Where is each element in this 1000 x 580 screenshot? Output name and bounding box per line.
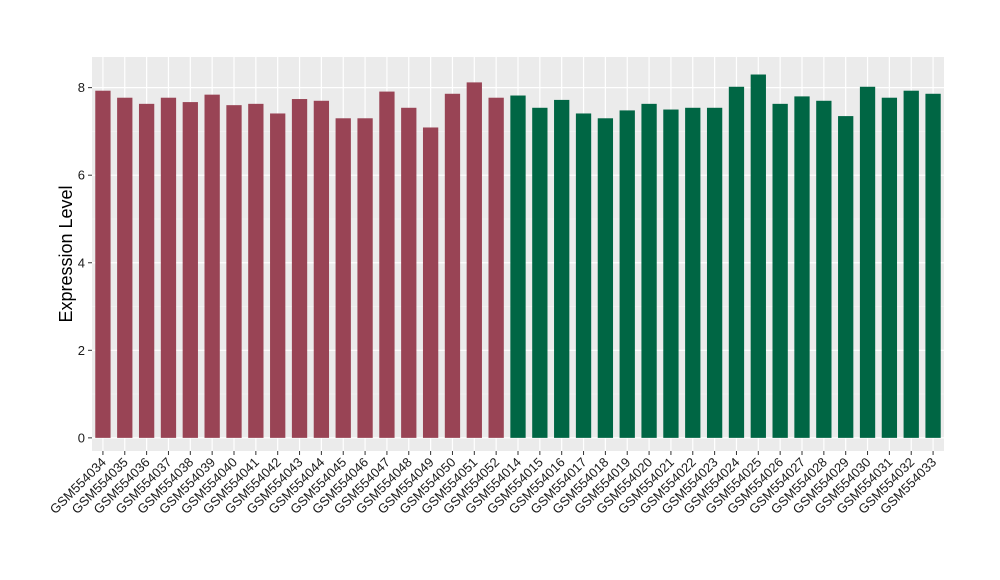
bar-GSM554014 (510, 95, 526, 438)
bar-GSM554027 (794, 96, 810, 438)
y-tick-label: 6 (78, 168, 85, 183)
bar-GSM554043 (291, 99, 308, 438)
bar-GSM554030 (859, 86, 876, 438)
bar-GSM554020 (641, 103, 657, 438)
bar-GSM554050 (444, 93, 461, 438)
bar-GSM554029 (838, 116, 854, 438)
bar-GSM554031 (881, 97, 898, 438)
bar-GSM554047 (379, 91, 395, 438)
bar-GSM554037 (160, 97, 177, 438)
y-tick-label: 8 (78, 80, 85, 95)
bar-GSM554024 (728, 86, 745, 438)
y-axis: 0 2 4 6 8 (78, 80, 92, 445)
y-tick-label: 4 (78, 255, 85, 270)
bar-GSM554048 (401, 107, 417, 438)
bar-GSM554026 (772, 103, 788, 438)
y-axis-title: Expression Level (56, 185, 76, 322)
bar-GSM554040 (226, 105, 242, 438)
bar-GSM554046 (357, 118, 373, 438)
bar-GSM554016 (554, 99, 570, 438)
bar-GSM554039 (204, 94, 220, 438)
bar-GSM554035 (117, 97, 133, 438)
bar-GSM554019 (619, 110, 635, 438)
bar-GSM554052 (488, 97, 504, 438)
bar-GSM554028 (816, 100, 832, 438)
bar-GSM554018 (597, 118, 614, 438)
y-tick-label: 2 (78, 343, 85, 358)
y-tick-label: 0 (78, 430, 85, 445)
bar-GSM554022 (685, 107, 701, 438)
bar-GSM554032 (903, 90, 919, 438)
bar-GSM554023 (706, 107, 723, 438)
bar-GSM554038 (182, 102, 198, 438)
x-axis: GSM554034GSM554035GSM554036GSM554037GSM5… (47, 451, 939, 517)
bar-GSM554025 (750, 74, 766, 438)
bar-GSM554015 (532, 107, 548, 438)
bar-GSM554034 (95, 90, 111, 438)
bar-GSM554021 (663, 109, 679, 438)
bar-GSM554033 (925, 93, 941, 438)
bar-GSM554044 (313, 100, 330, 438)
bar-GSM554041 (248, 103, 264, 438)
bar-GSM554049 (422, 127, 439, 438)
bar-GSM554051 (466, 82, 482, 438)
bar-GSM554045 (335, 118, 351, 438)
bar-GSM554017 (575, 113, 592, 438)
bars (95, 74, 941, 438)
bar-GSM554036 (138, 103, 155, 438)
bar-GSM554042 (270, 113, 286, 438)
